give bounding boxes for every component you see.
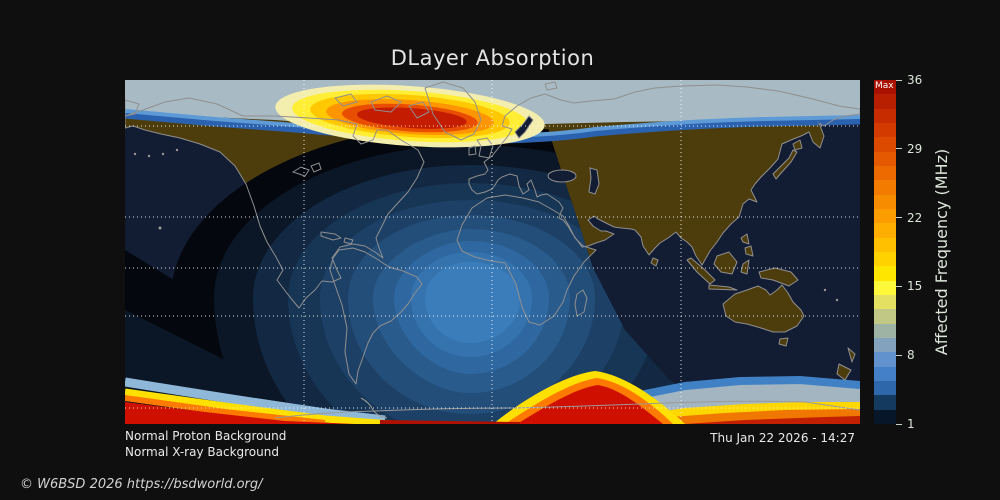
colorbar-segment [874, 122, 896, 138]
colorbar-segment [874, 151, 896, 166]
colorbar-ticks: 36 29 22 15 8 1 [896, 73, 956, 431]
colorbar-max-label: Max [875, 81, 894, 91]
colorbar-segment [874, 194, 896, 209]
colorbar-segment [874, 409, 896, 424]
colorbar-segment [874, 94, 896, 109]
colorbar-tick: 22 [896, 210, 922, 226]
colorbar-segment [874, 165, 896, 181]
colorbar-segment [874, 137, 896, 152]
colorbar-segment [874, 352, 896, 367]
colorbar-segment [874, 309, 896, 324]
proton-status: Normal Proton Background [125, 429, 287, 443]
hawaii-dot [158, 226, 162, 230]
colorbar-gradient [874, 80, 896, 424]
colorbar-segment [874, 251, 896, 267]
colorbar-tick: 1 [896, 416, 915, 432]
colorbar-tick: 8 [896, 347, 915, 363]
xray-status: Normal X-ray Background [125, 445, 279, 459]
colorbar-segment [874, 237, 896, 252]
colorbar-segment [874, 380, 896, 396]
colorbar-segment [874, 208, 896, 224]
colorbar-segment [874, 108, 896, 123]
colorbar-segment [874, 280, 896, 295]
colorbar-axis-label: Affected Frequency (MHz) [932, 148, 951, 356]
small-islands [133, 148, 839, 302]
colorbar-segment [874, 80, 896, 95]
copyright-notice: © W6BSD 2026 https://bsdworld.org/ [20, 477, 263, 492]
inland-seas [514, 115, 600, 195]
colorbar-segment [874, 366, 896, 381]
colorbar-tick: 36 [896, 72, 922, 88]
south-polar-band [125, 371, 860, 424]
graticule [125, 80, 860, 424]
colorbar-tick: 15 [896, 278, 922, 294]
colorbar-segment [874, 266, 896, 281]
colorbar-segment [874, 323, 896, 338]
great-lakes [291, 162, 322, 177]
colorbar-segment [874, 180, 896, 195]
background-status: Normal Proton Background Normal X-ray Ba… [125, 428, 286, 460]
page-title: DLayer Absorption [390, 46, 595, 70]
colorbar-segment [874, 294, 896, 310]
colorbar-tick: 29 [896, 141, 922, 157]
colorbar-segment [874, 395, 896, 410]
map-timestamp: Thu Jan 22 2026 - 14:27 [710, 431, 855, 445]
colorbar-segment [874, 223, 896, 238]
colorbar-segment [874, 337, 896, 353]
world-absorption-map [125, 80, 860, 424]
